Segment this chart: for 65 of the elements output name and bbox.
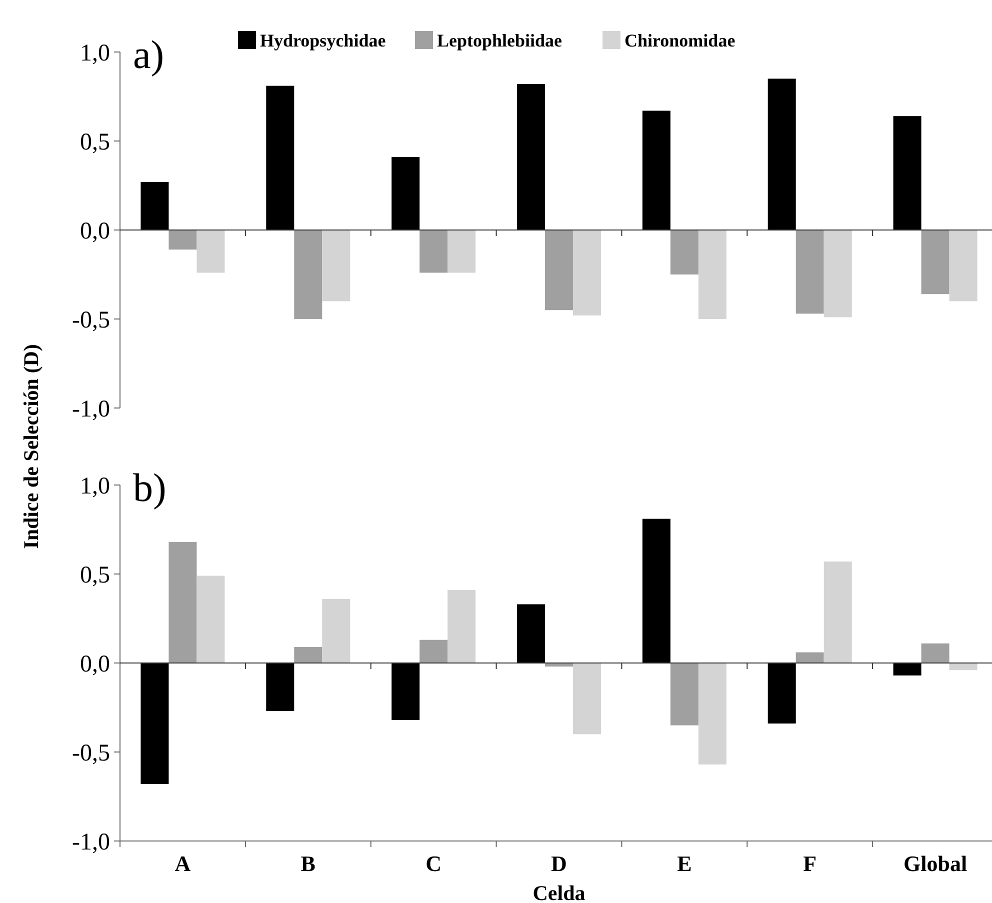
legend-label: Chironomidae [624,30,736,50]
bar [140,663,169,784]
y-tick-label: 1,0 [80,473,110,500]
bar [392,157,420,230]
y-axis-title: Indice de Selección (D) [19,344,43,549]
y-tick-label: 0,5 [80,129,110,156]
bar [768,663,796,724]
bar [796,652,824,663]
bar [949,230,978,302]
bar [196,576,225,663]
bar [670,230,698,274]
bar [642,518,670,663]
y-tick-label: -0,5 [72,740,110,766]
bar [949,663,978,670]
y-tick-label: 1,0 [80,40,110,66]
bar [168,542,197,663]
bar [824,562,852,663]
bar [322,598,350,663]
bar [266,663,294,712]
bar [322,230,350,302]
annotation: a) [133,32,164,77]
bar [392,663,420,720]
bar [642,110,670,230]
bar [893,116,922,230]
x-tick-label: B [300,851,316,876]
bar [921,643,950,663]
y-tick-label: 0,0 [80,218,110,244]
bar [545,230,573,310]
bar [266,86,294,230]
legend-label: Leptophlebiidae [437,30,562,50]
bar [796,230,824,314]
bar [573,230,601,316]
bar [768,78,796,230]
bar [824,230,852,318]
x-tick-label: F [803,851,817,876]
bar [698,663,726,764]
bar [517,604,545,663]
bar [420,230,448,273]
legend-label: Hydropsychidae [260,30,386,50]
x-axis-title: Celda [532,881,586,903]
y-tick-label: 0,0 [80,651,110,678]
y-tick-label: -1,0 [72,829,110,856]
x-tick-label: E [677,851,692,876]
y-tick-label: -0,5 [72,307,110,334]
bar [670,663,698,726]
bar [294,230,322,319]
bar [196,230,225,273]
x-tick-label: D [551,851,567,876]
bar [140,182,169,230]
bar [921,230,950,294]
bar [698,230,726,319]
y-tick-label: 0,5 [80,562,110,588]
bar [294,646,322,663]
y-tick-label: -1,0 [72,396,110,422]
x-tick-label: C [426,851,442,876]
bar [168,230,197,250]
x-tick-label: Global [903,851,968,876]
annotation: b) [133,465,166,510]
bar [448,590,476,663]
bar [893,663,922,676]
bar [517,84,545,230]
bar [420,640,448,663]
bar [573,663,601,734]
x-tick-label: A [174,851,191,876]
bar [448,230,476,273]
